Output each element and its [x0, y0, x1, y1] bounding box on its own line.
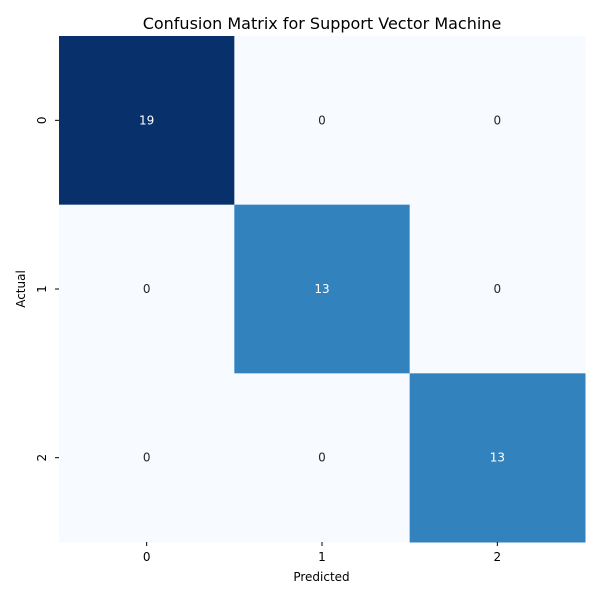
cell-value-label: 0	[143, 451, 151, 465]
y-tick-label: 0	[35, 117, 49, 125]
cell-value-label: 0	[318, 451, 326, 465]
heatmap-cell-r2-c1	[234, 373, 411, 543]
y-tick-label: 2	[35, 454, 49, 462]
cell-value-label: 0	[318, 113, 326, 127]
cell-value-label: 0	[494, 282, 502, 296]
y-axis-label: Actual	[14, 270, 28, 308]
y-axis-ticks: 0 1 2	[35, 117, 59, 462]
cell-value-label: 13	[314, 282, 329, 296]
heatmap-cell-r2-c0	[59, 373, 235, 543]
heatmap-cell-labels: 19 0 0 0 13 0 0 0 13	[139, 113, 505, 464]
heatmap-cells	[59, 36, 586, 543]
y-tick-label: 1	[35, 285, 49, 293]
cell-value-label: 0	[143, 282, 151, 296]
cell-value-label: 13	[490, 451, 505, 465]
heatmap-cell-r0-c0	[59, 36, 235, 206]
chart-title: Confusion Matrix for Support Vector Mach…	[143, 14, 502, 33]
heatmap-cell-r0-c1	[234, 36, 411, 206]
x-axis-ticks: 0 1 2	[143, 542, 501, 564]
cell-value-label: 19	[139, 113, 154, 127]
heatmap-cell-r0-c2	[409, 36, 586, 206]
heatmap-cell-r1-c0	[59, 204, 235, 374]
heatmap-cell-r2-c2	[409, 373, 586, 543]
x-axis-label: Predicted	[293, 570, 349, 584]
x-tick-label: 0	[143, 550, 151, 564]
x-tick-label: 2	[494, 550, 502, 564]
heatmap-cell-r1-c2	[409, 204, 586, 374]
x-tick-label: 1	[318, 550, 326, 564]
cell-value-label: 0	[494, 113, 502, 127]
heatmap-cell-r1-c1	[234, 204, 411, 374]
